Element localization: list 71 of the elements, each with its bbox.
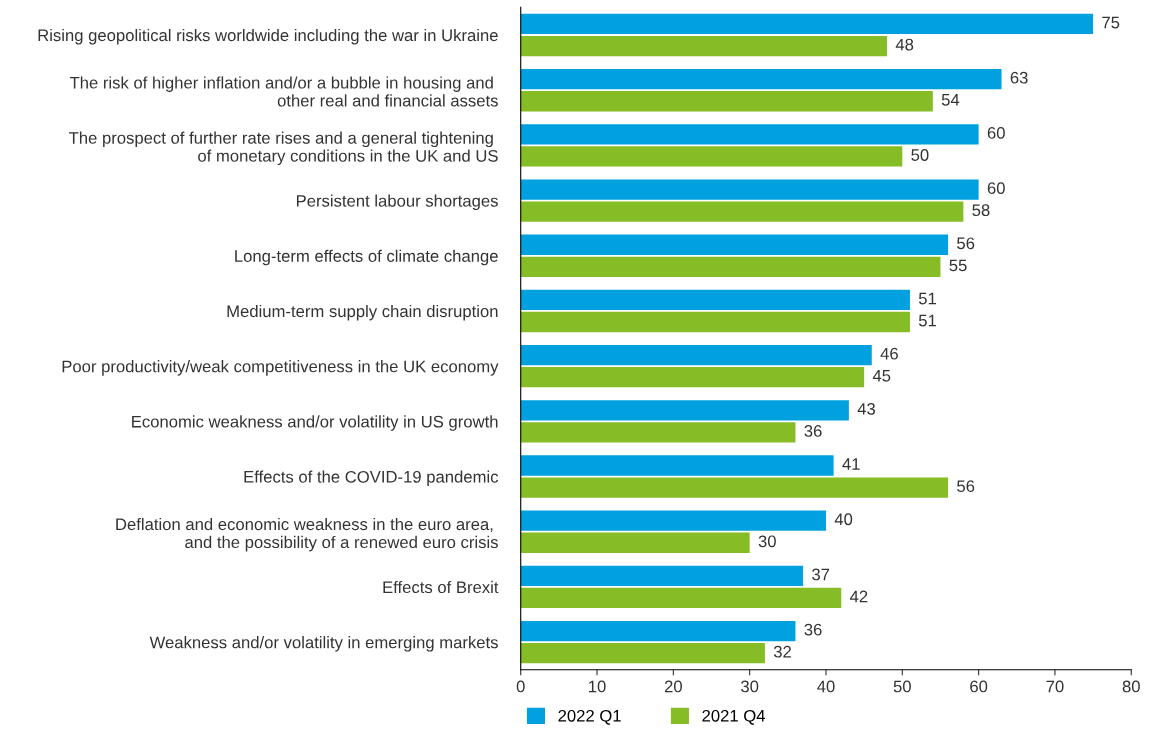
bar	[520, 400, 849, 421]
y-tick-label: Deflation and economic weakness in the euro area, and the possibility of a renewed euro crisis	[116, 517, 498, 552]
y-tick-label: Long-term effects of climate change	[235, 249, 498, 266]
data-label: 56	[957, 237, 975, 250]
x-tick-label: 30	[741, 680, 759, 693]
bar	[520, 289, 910, 311]
data-label: 41	[842, 458, 860, 470]
data-label: 54	[941, 94, 960, 106]
x-tick-label: 0	[516, 680, 525, 693]
bar	[520, 68, 1002, 90]
data-label: 36	[804, 425, 822, 437]
bar	[520, 35, 888, 57]
bar	[520, 146, 903, 167]
x-tick-label: 40	[817, 680, 835, 693]
bar	[520, 642, 765, 664]
bar	[520, 620, 796, 642]
data-label: 60	[987, 127, 1005, 139]
data-label: 75	[1102, 16, 1120, 29]
bar	[520, 344, 872, 366]
data-label: 36	[804, 623, 822, 636]
x-tick-label: 20	[664, 680, 682, 693]
y-tick-label: Effects of the COVID-19 pandemic	[244, 470, 499, 487]
legend-label: 2021 Q4	[702, 709, 766, 725]
bar	[520, 256, 941, 277]
x-tick-label: 70	[1046, 680, 1064, 693]
bar	[520, 477, 949, 498]
data-label: 48	[895, 38, 914, 51]
bar	[520, 510, 826, 531]
y-tick-label: Economic weakness and/or volatility in US growth	[132, 415, 498, 431]
data-label: 58	[972, 204, 990, 217]
x-tick-label: 80	[1122, 680, 1140, 693]
bar	[520, 311, 910, 333]
bar	[520, 13, 1094, 35]
data-label: 43	[857, 402, 876, 415]
x-tick-label: 10	[589, 680, 606, 693]
y-tick-label: Rising geopolitical risks worldwide including the war in Ukraine	[38, 28, 498, 45]
data-label: 63	[1010, 71, 1028, 84]
y-tick-label: Persistent labour shortages	[296, 194, 498, 211]
data-label: 46	[880, 347, 898, 360]
data-label: 40	[834, 513, 853, 526]
y-tick-label: Weakness and/or volatility in emerging markets	[149, 636, 498, 652]
data-label: 51	[918, 292, 936, 305]
data-label: 51	[918, 314, 936, 327]
x-tick-label: 50	[893, 680, 911, 693]
legend-label: 2022 Q1	[558, 709, 621, 725]
bar	[520, 455, 834, 476]
bar	[520, 587, 842, 609]
data-label: 42	[849, 590, 868, 603]
data-label: 37	[812, 568, 830, 581]
data-label: 56	[957, 480, 975, 493]
bar	[520, 179, 979, 200]
bar	[520, 532, 750, 553]
data-label: 30	[758, 535, 776, 548]
bar	[520, 234, 949, 255]
x-tick-label: 60	[970, 680, 988, 693]
data-label: 32	[773, 645, 791, 658]
y-tick-label: Poor productivity/weak competitiveness in the UK economy	[62, 360, 499, 376]
data-label: 60	[987, 182, 1005, 195]
bar	[520, 367, 865, 388]
y-tick-label: Effects of Brexit	[383, 580, 499, 594]
bar	[520, 91, 933, 112]
bar	[520, 565, 804, 587]
bar	[520, 124, 979, 145]
data-label: 55	[949, 259, 967, 272]
y-tick-label: The prospect of further rate rises and a general tightening of monetary conditions in the UK and US	[69, 131, 498, 166]
bar	[520, 422, 796, 443]
data-label: 50	[911, 149, 929, 161]
bar	[520, 201, 964, 222]
y-tick-label: The risk of higher inflation and/or a bubble in housing and other real and financial assets	[69, 76, 498, 107]
y-tick-label: Medium-term supply chain disruption	[227, 304, 498, 321]
data-label: 45	[872, 370, 891, 382]
